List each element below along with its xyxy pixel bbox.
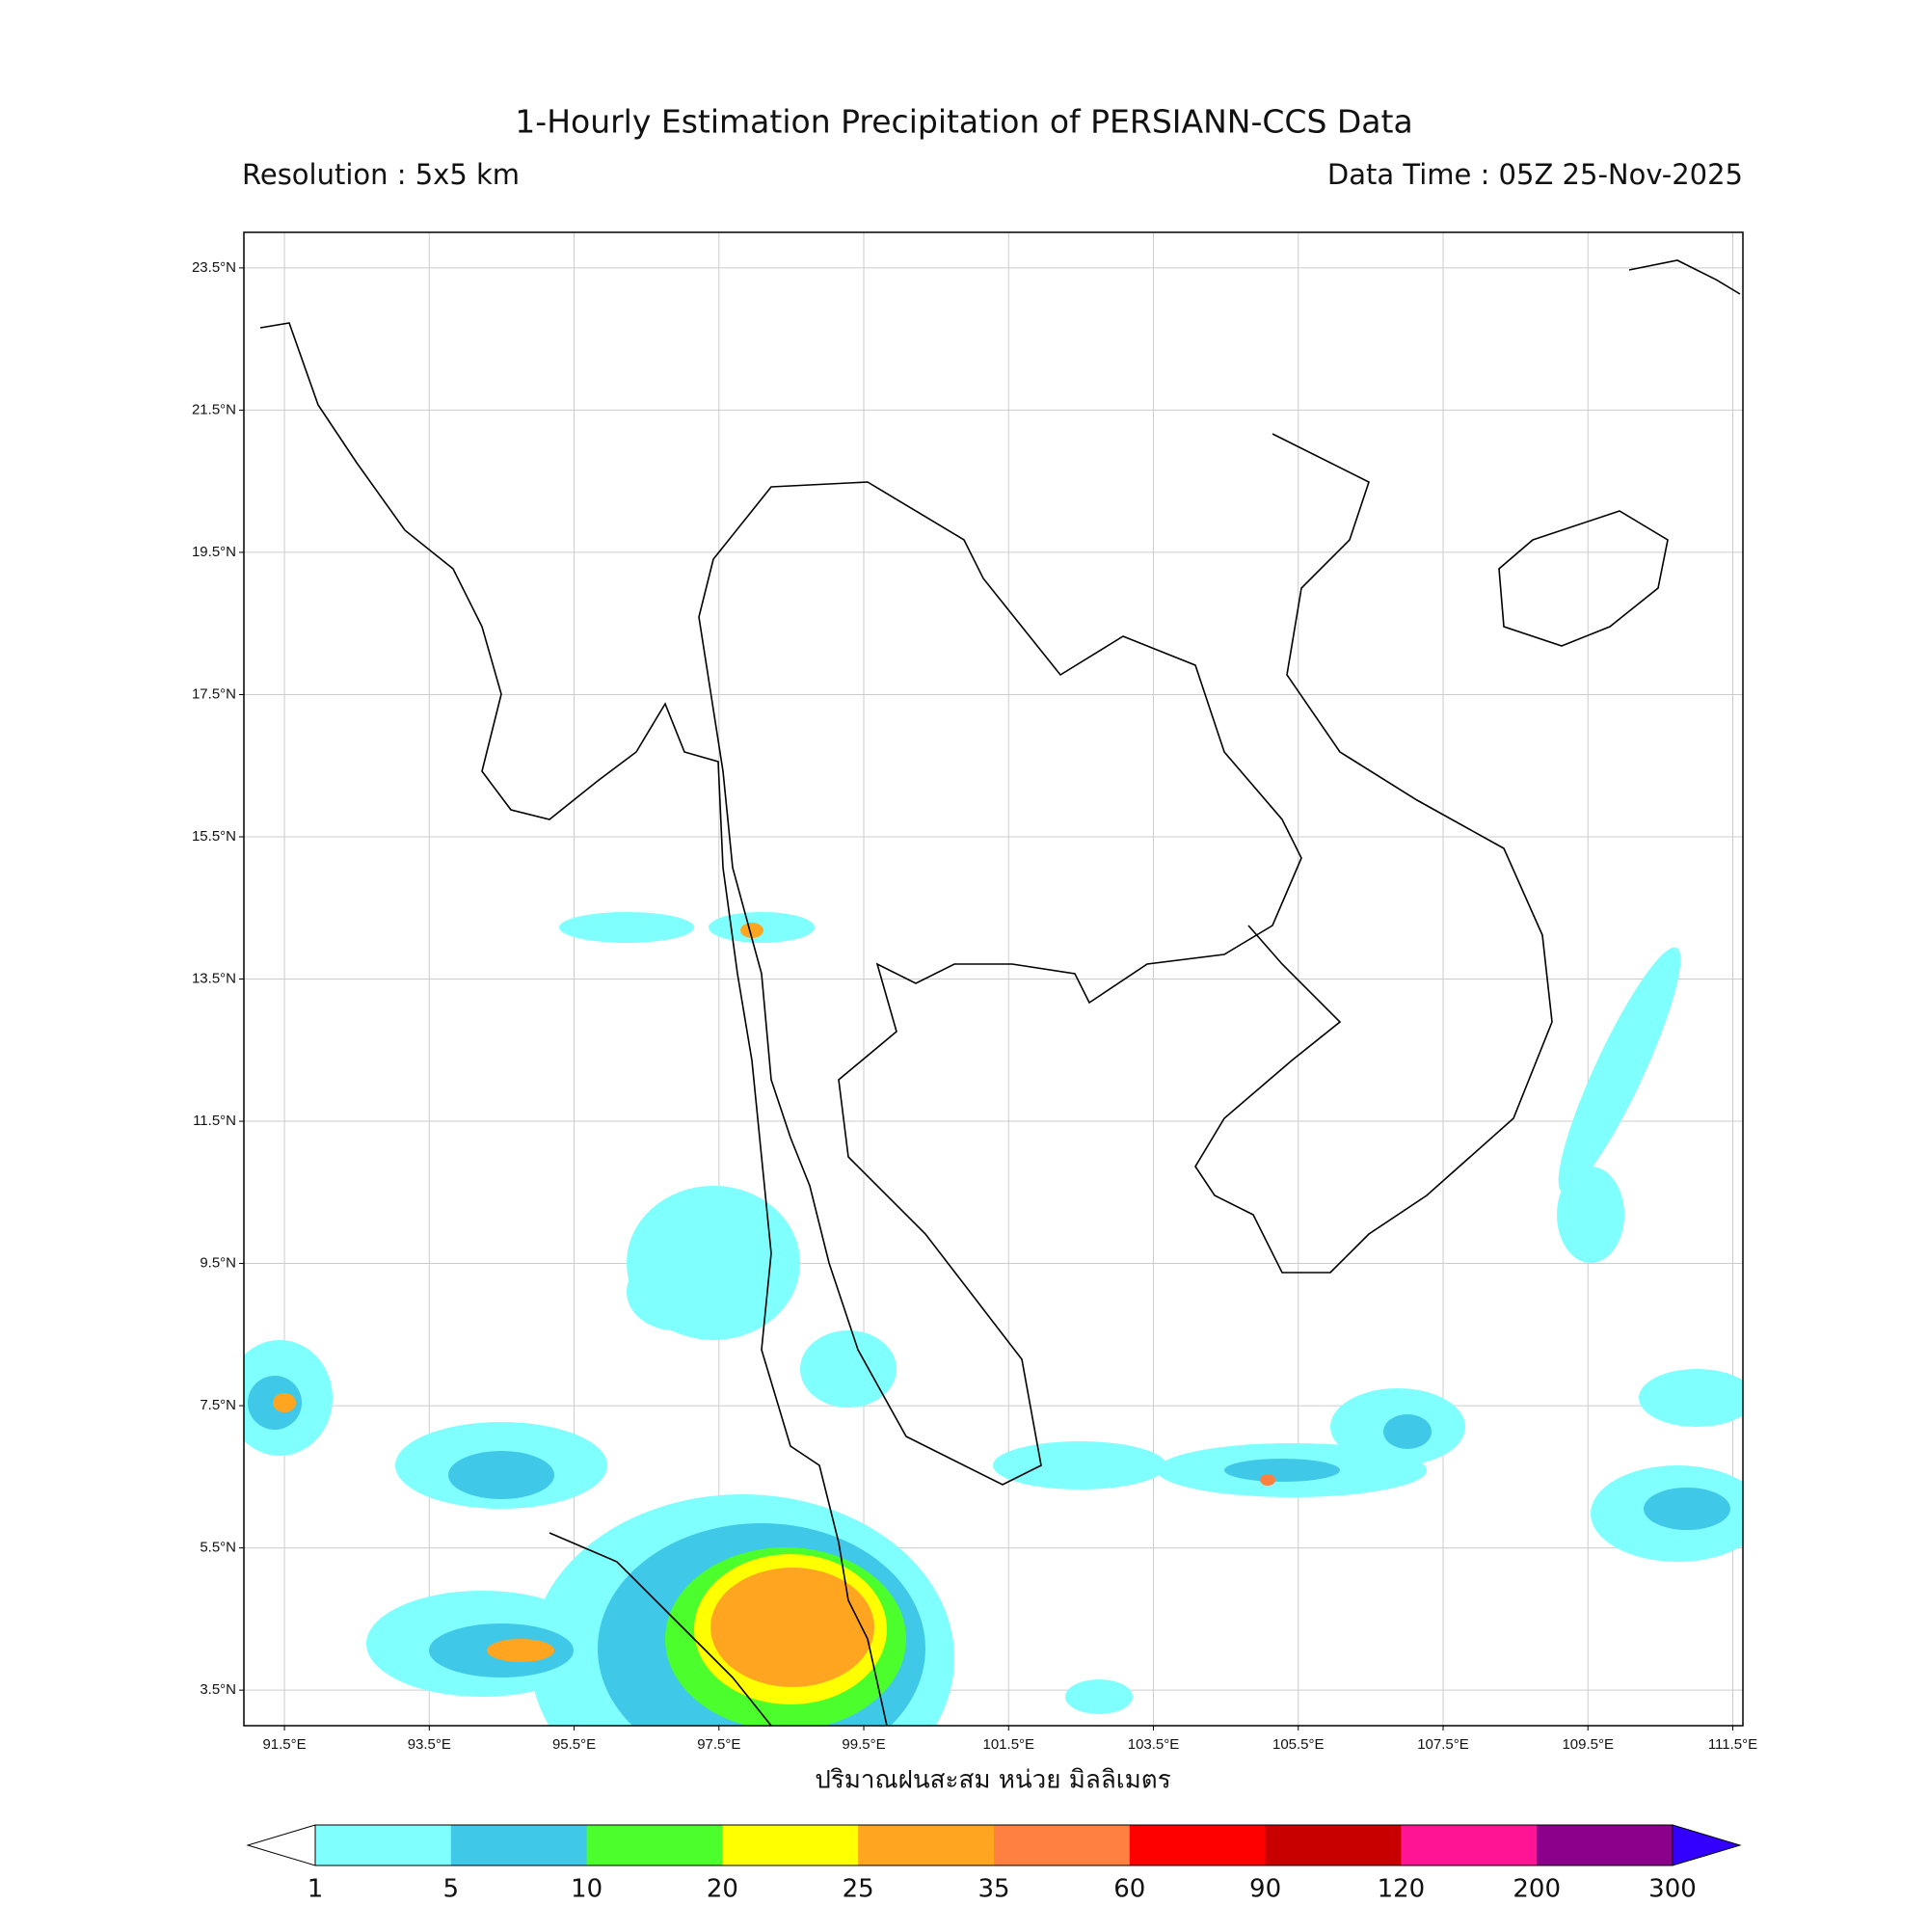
colorbar-label: 35 — [977, 1875, 1009, 1904]
rain-area — [1224, 1459, 1340, 1482]
resolution: Resolution : 5x5 km — [242, 158, 520, 191]
lon-tick-label: 103.5°E — [1128, 1736, 1180, 1753]
lat-tick-label: 13.5°N — [192, 970, 236, 986]
title: 1-Hourly Estimation Precipitation of PER… — [515, 103, 1412, 141]
lat-tick-label: 17.5°N — [192, 685, 236, 702]
lon-tick-label: 109.5°E — [1562, 1736, 1614, 1753]
vietnam-coast — [1194, 433, 1553, 1274]
lon-tick-label: 105.5°E — [1272, 1736, 1325, 1753]
china-coast — [1628, 259, 1741, 295]
colorbar-segment — [1537, 1825, 1674, 1865]
colorbar-segment — [450, 1825, 588, 1865]
lat-tick-label: 5.5°N — [200, 1540, 236, 1556]
colorbar-label: 5 — [443, 1875, 460, 1904]
x-axis-label: ปริมาณฝนสะสม หน่วย มิลลิเมตร — [815, 1766, 1170, 1795]
rain-area — [1260, 1474, 1275, 1486]
colorbar-label: 90 — [1249, 1875, 1281, 1904]
lon-tick-label: 111.5°E — [1708, 1736, 1757, 1753]
colorbar-segment — [586, 1825, 723, 1865]
colorbar-segment — [1265, 1825, 1402, 1865]
colorbar-segment — [1129, 1825, 1267, 1865]
colorbar-label: 60 — [1113, 1875, 1145, 1904]
lat-tick-label: 21.5°N — [192, 401, 236, 417]
lat-tick-label: 19.5°N — [192, 544, 236, 560]
colorbar: 1 5 10 20 25 35 60 90 120 200 300 — [246, 1824, 1742, 1904]
colorbar-label: 200 — [1513, 1875, 1561, 1904]
rain-areas — [244, 912, 1743, 1726]
rain-area — [993, 1441, 1166, 1489]
lat-tick-label: 15.5°N — [192, 828, 236, 845]
lat-tick-label: 11.5°N — [193, 1113, 236, 1129]
sumatra-coast — [549, 1532, 772, 1727]
lon-tick-label: 97.5°E — [697, 1736, 740, 1753]
rain-area — [487, 1639, 554, 1662]
rain-area — [448, 1451, 554, 1499]
lon-tick-label: 95.5°E — [552, 1736, 596, 1753]
colorbar-segment — [722, 1825, 859, 1865]
colorbar-label: 20 — [707, 1875, 738, 1904]
myanmar-coast — [259, 322, 888, 1727]
coastlines — [259, 259, 1741, 1727]
ticks: 91.5°E 93.5°E 95.5°E 97.5°E 99.5°E 101.5°E 103… — [192, 259, 1757, 1753]
rain-area — [1639, 1369, 1743, 1427]
lon-tick-label: 91.5°E — [262, 1736, 306, 1753]
rain-area — [1557, 1167, 1624, 1263]
colorbar-segment — [994, 1825, 1131, 1865]
rain-area — [740, 923, 763, 938]
rain-area — [1558, 947, 1681, 1194]
rain-area — [800, 1330, 897, 1408]
rain-area — [1644, 1488, 1730, 1530]
rain-area — [1065, 1679, 1133, 1714]
colorbar-segment — [1401, 1825, 1538, 1865]
rain-area — [627, 1253, 723, 1330]
colorbar-label: 10 — [571, 1875, 602, 1904]
thailand-outline — [698, 481, 1302, 1486]
colorbar-label: 25 — [843, 1875, 874, 1904]
rain-area — [559, 912, 694, 943]
hainan-coast — [1498, 510, 1669, 647]
rain-area — [710, 1568, 874, 1687]
colorbar-segment — [858, 1825, 995, 1865]
rain-area — [1383, 1414, 1432, 1449]
lon-tick-label: 99.5°E — [842, 1736, 885, 1753]
colorbar-label: 1 — [308, 1875, 324, 1904]
lon-tick-label: 93.5°E — [408, 1736, 451, 1753]
lat-tick-label: 23.5°N — [192, 259, 236, 276]
data-time: Data Time : 05Z 25-Nov-2025 — [1327, 158, 1743, 191]
colorbar-label: 120 — [1378, 1875, 1426, 1904]
lon-tick-label: 101.5°E — [983, 1736, 1035, 1753]
lat-tick-label: 7.5°N — [200, 1397, 236, 1413]
colorbar-frame — [314, 1824, 1674, 1866]
lat-tick-label: 9.5°N — [200, 1255, 236, 1272]
lon-tick-label: 107.5°E — [1417, 1736, 1469, 1753]
lat-tick-label: 3.5°N — [200, 1681, 236, 1698]
colorbar-segment — [315, 1825, 452, 1865]
rain-area — [273, 1393, 296, 1412]
colorbar-label: 300 — [1648, 1875, 1697, 1904]
